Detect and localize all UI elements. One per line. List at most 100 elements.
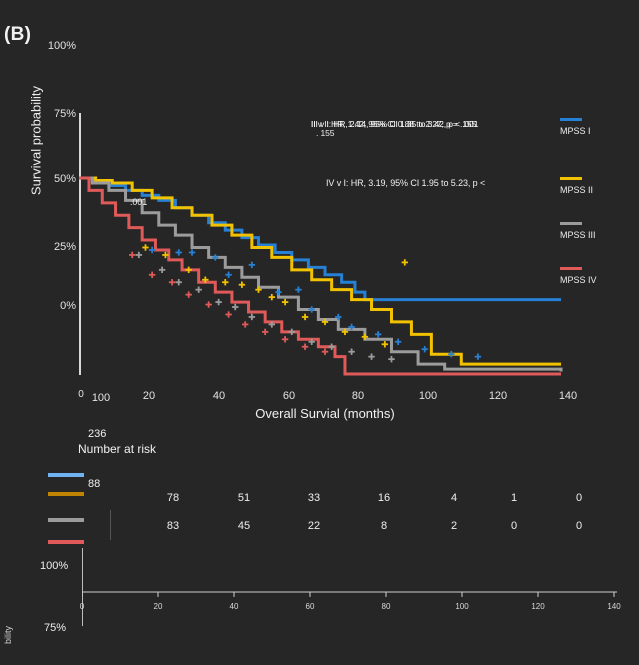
- risk-swatch-mpss-iii: [48, 518, 84, 522]
- panel-label: (B): [4, 24, 32, 45]
- censor-mark: [185, 291, 192, 298]
- censor-mark: [361, 333, 369, 341]
- risk-cell: 0: [510, 520, 518, 532]
- censor-mark: [128, 251, 136, 259]
- censor-mark: [162, 251, 169, 259]
- censor-mark: [142, 244, 149, 251]
- censor-mark: [321, 348, 329, 355]
- censor-mark: [255, 286, 262, 293]
- risk-cell: 2: [450, 520, 458, 532]
- censor-mark: [248, 313, 256, 321]
- censor-mark: [148, 271, 156, 278]
- censor-mark: [261, 328, 269, 336]
- risk-cell: 83: [166, 520, 180, 532]
- censor-mark: [308, 306, 315, 313]
- censor-mark: [212, 254, 219, 261]
- risk-swatch-mpss-iv: [48, 540, 84, 544]
- censor-mark: [295, 286, 302, 293]
- censor-mark: [301, 313, 309, 321]
- censor-mark: [421, 346, 428, 353]
- x-tick-40: 40: [212, 390, 226, 402]
- censor-mark: [401, 259, 408, 266]
- risk-total: 236: [88, 428, 107, 440]
- annotation-hr-2v1: II v I: HR, 1.42, 95% CI 0.88 to 2.27, p…: [311, 119, 477, 129]
- censor-mark: [448, 350, 455, 358]
- legend-label-mpss-iv: MPSS IV: [560, 275, 597, 285]
- censor-mark: [185, 266, 192, 274]
- censor-mark: [222, 279, 229, 286]
- censor-mark: [202, 276, 209, 283]
- bottom-x-tick: 140: [607, 602, 621, 611]
- risk-first-value: 88: [88, 478, 101, 490]
- figure-panel-b: (B) 100% 75% 50% 25% 0% Survival probabi…: [3, 24, 621, 644]
- censor-mark: [321, 318, 329, 326]
- km-curve-mpss-ii: [79, 176, 562, 366]
- annotation-hr-3v1: III v I: HR, 2.14, 95% CI 1.35 to 3.42, …: [311, 119, 479, 129]
- risk-cell: 51: [237, 492, 251, 504]
- bottom-y-axis-title: bility: [3, 626, 13, 645]
- bottom-x-tick: 60: [305, 602, 315, 611]
- censor-mark: [268, 293, 276, 301]
- x-tick-60: 60: [282, 390, 296, 402]
- x-tick-overlap-100: 100: [91, 392, 111, 404]
- legend-label-mpss-i: MPSS I: [560, 126, 591, 136]
- x-tick-120: 120: [488, 390, 508, 402]
- annotation-hr-4v1-wrap: .001: [130, 197, 148, 207]
- censor-mark: [225, 311, 232, 318]
- km-curve-mpss-iii: [79, 176, 563, 372]
- y-axis-line: [79, 113, 81, 375]
- censor-mark: [148, 246, 156, 254]
- survival-curves-plot: [79, 176, 563, 376]
- censor-mark: [328, 343, 335, 350]
- legend-swatch-mpss-ii: [560, 177, 582, 180]
- risk-cell: 33: [307, 492, 321, 504]
- censor-mark: [175, 249, 182, 256]
- bottom-y-tick-75: 75%: [44, 622, 67, 634]
- censor-mark: [275, 288, 282, 296]
- censor-mark: [348, 323, 355, 331]
- y-tick-0: 0%: [60, 300, 76, 312]
- censor-mark: [238, 281, 246, 288]
- censor-mark: [215, 298, 222, 306]
- censor-mark: [281, 298, 289, 306]
- censor-mark: [195, 286, 202, 293]
- censor-mark: [188, 249, 196, 256]
- km-curve-mpss-iv: [79, 176, 562, 376]
- censor-mark: [335, 313, 342, 321]
- risk-table-divider: [110, 510, 111, 540]
- censor-mark: [158, 266, 166, 274]
- censor-mark: [135, 251, 143, 259]
- censor-mark: [225, 271, 232, 278]
- risk-cell: 0: [575, 520, 583, 532]
- bottom-x-tick: 0: [79, 602, 85, 611]
- y-tick-75: 75%: [53, 108, 76, 120]
- risk-cell: 45: [237, 520, 251, 532]
- legend-label-mpss-iii: MPSS III: [560, 230, 596, 240]
- legend-swatch-mpss-i: [560, 118, 582, 121]
- risk-swatch-mpss-i: [48, 473, 84, 477]
- y-axis-title: Survival probability: [28, 85, 44, 196]
- bottom-x-tick: 20: [153, 602, 163, 611]
- y-tick-25: 25%: [53, 241, 76, 253]
- bottom-x-tick: 100: [455, 602, 469, 611]
- km-curve-mpss-i: [79, 176, 562, 302]
- censor-mark: [205, 301, 212, 308]
- legend-swatch-mpss-iii: [560, 222, 582, 225]
- risk-cell: 1: [510, 492, 518, 504]
- risk-cell: 78: [166, 492, 180, 504]
- censor-mark: [308, 338, 315, 345]
- y-tick-50: 50%: [53, 173, 76, 185]
- bottom-x-tick: 120: [531, 602, 545, 611]
- bottom-y-axis-line: [82, 548, 83, 626]
- x-tick-20: 20: [142, 390, 156, 402]
- risk-cell: 16: [377, 492, 391, 504]
- legend-label-mpss-ii: MPSS II: [560, 185, 594, 195]
- censor-mark: [394, 338, 402, 345]
- legend-swatch-mpss-iv: [560, 267, 582, 270]
- censor-mark: [341, 328, 349, 336]
- x-tick-80: 80: [351, 390, 365, 402]
- bottom-x-axis: [82, 591, 617, 597]
- censor-mark: [368, 353, 375, 360]
- censor-mark: [242, 321, 249, 328]
- censor-mark: [388, 355, 395, 363]
